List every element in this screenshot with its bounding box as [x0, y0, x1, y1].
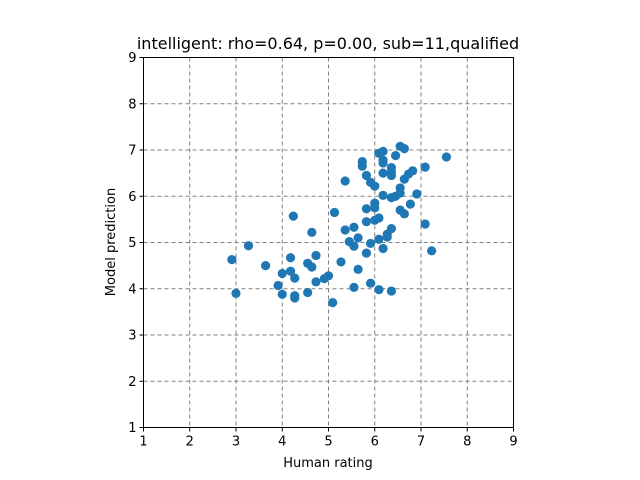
x-tick-label: 6	[371, 435, 379, 450]
y-tick-label: 9	[128, 51, 136, 66]
data-point	[288, 211, 298, 221]
data-point	[361, 248, 372, 258]
y-tick-label: 3	[128, 329, 136, 344]
data-point	[243, 241, 254, 251]
data-point	[349, 282, 359, 292]
data-point	[382, 232, 392, 242]
x-tick-label: 4	[278, 435, 286, 450]
data-point	[378, 243, 388, 254]
y-tick-label: 1	[128, 421, 136, 436]
x-tick-label: 1	[139, 435, 147, 450]
data-point	[374, 285, 384, 295]
data-point	[365, 278, 376, 288]
x-axis-label: Human rating	[283, 456, 373, 471]
data-point	[390, 150, 401, 161]
data-points	[227, 141, 452, 308]
x-tick-label: 8	[463, 435, 471, 450]
y-tick-label: 2	[128, 375, 136, 390]
data-point	[378, 146, 388, 156]
data-point	[408, 166, 418, 176]
data-point	[311, 277, 321, 287]
data-point	[386, 170, 396, 181]
data-point	[285, 266, 296, 276]
data-point	[378, 168, 388, 178]
data-point	[328, 298, 338, 308]
data-point	[427, 246, 437, 256]
data-point	[361, 170, 372, 181]
data-point	[405, 199, 415, 209]
data-point	[277, 289, 287, 299]
data-point	[353, 264, 363, 274]
data-point	[336, 257, 346, 267]
data-point	[285, 253, 296, 263]
x-tick-label: 7	[417, 435, 425, 450]
data-point	[353, 233, 363, 243]
data-point	[370, 203, 380, 213]
chart-title: intelligent: rho=0.64, p=0.00, sub=11,qu…	[137, 34, 519, 53]
axis-ticks: 1 2 3 4 5 6 7 8 9 1 2 3 4 5 6 7 8 9	[128, 51, 517, 450]
data-point	[374, 234, 384, 244]
data-point	[273, 280, 283, 291]
data-point	[412, 189, 422, 199]
x-tick-label: 5	[324, 435, 332, 450]
grid	[143, 57, 514, 428]
data-point	[349, 222, 359, 232]
data-point	[420, 162, 430, 172]
data-point	[303, 287, 313, 298]
y-axis-label: Model prediction	[104, 188, 119, 296]
data-point	[370, 181, 380, 191]
data-point	[374, 213, 384, 223]
x-tick-label: 3	[232, 435, 240, 450]
data-point	[307, 262, 317, 272]
data-point	[323, 271, 334, 281]
data-point	[395, 188, 405, 198]
data-point	[290, 293, 300, 303]
data-point	[378, 190, 388, 200]
data-point	[340, 176, 350, 186]
data-point	[311, 250, 321, 261]
data-point	[361, 204, 372, 214]
data-point	[365, 238, 376, 249]
data-point	[277, 268, 287, 279]
data-point	[340, 225, 350, 235]
data-point	[307, 227, 317, 237]
y-tick-label: 8	[128, 97, 136, 112]
data-point	[386, 286, 396, 296]
data-point	[420, 219, 430, 229]
data-point	[261, 261, 271, 271]
y-tick-label: 7	[128, 144, 136, 159]
data-point	[378, 158, 388, 168]
x-tick-label: 9	[509, 435, 517, 450]
data-point	[329, 207, 340, 218]
data-point	[227, 255, 237, 265]
data-point	[386, 224, 396, 234]
data-point	[399, 209, 409, 219]
data-point	[361, 217, 372, 227]
x-tick-label: 2	[186, 435, 194, 450]
data-point	[357, 161, 367, 171]
data-point	[441, 152, 452, 162]
data-point	[290, 273, 300, 283]
data-point	[399, 144, 409, 154]
y-tick-label: 4	[128, 282, 136, 297]
data-point	[231, 288, 241, 298]
data-point	[349, 241, 359, 251]
y-tick-label: 6	[128, 190, 136, 205]
y-tick-label: 5	[128, 236, 136, 251]
